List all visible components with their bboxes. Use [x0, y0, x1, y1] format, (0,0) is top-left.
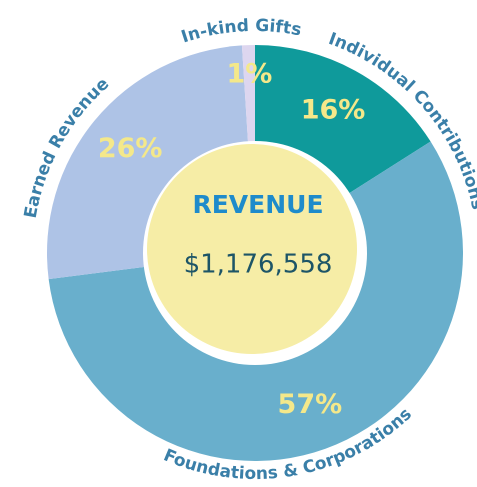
center-title: REVENUE: [192, 190, 323, 219]
value-label: 16%: [301, 95, 366, 126]
category-label-text: In-kind Gifts: [179, 16, 303, 48]
category-label: In-kind Gifts: [179, 16, 303, 48]
center-value: $1,176,558: [184, 250, 333, 280]
value-label: 26%: [98, 133, 163, 164]
value-label: 57%: [278, 389, 343, 420]
value-label: 1%: [226, 59, 272, 90]
center-disc: [147, 144, 357, 354]
